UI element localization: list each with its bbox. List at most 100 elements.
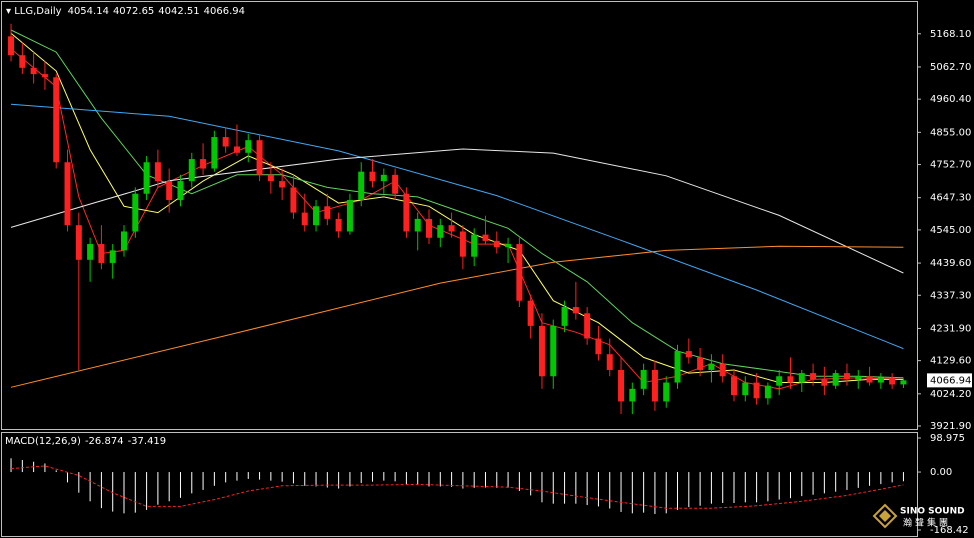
- candle-body: [482, 234, 489, 241]
- candle-body: [313, 206, 320, 226]
- candle-body: [640, 369, 647, 389]
- candle-body: [900, 380, 907, 385]
- candle-body: [437, 225, 444, 238]
- candle-body: [200, 159, 207, 169]
- price-axes: 5168.10 5062.70 4960.40 4855.00 4752.70 4647.…: [917, 29, 972, 536]
- candle-body: [267, 174, 274, 182]
- candle-body: [448, 225, 455, 232]
- candle-body: [166, 181, 173, 200]
- candle-body: [832, 373, 839, 386]
- candle-body: [392, 174, 399, 194]
- candle-body: [358, 171, 365, 200]
- candle-body: [256, 140, 263, 175]
- candle-body: [132, 193, 139, 232]
- candle-body: [290, 187, 297, 213]
- candle-body: [121, 231, 127, 251]
- candle-body: [380, 174, 387, 182]
- y-tick-label: 3921.90: [930, 421, 971, 432]
- candle-body: [606, 354, 613, 370]
- candle-body: [866, 376, 873, 383]
- price-plot: [8, 23, 907, 415]
- header-close: 4066.94: [204, 6, 245, 17]
- candle-body: [629, 388, 636, 402]
- y-tick-label: 4439.60: [930, 258, 971, 269]
- candle-body: [403, 193, 410, 232]
- y-tick-label: 4129.60: [930, 356, 971, 367]
- price-panel-frame: [1, 1, 918, 430]
- y-tick-label: 4024.20: [930, 389, 971, 400]
- candle-body: [538, 325, 545, 377]
- header-open: 4054.14: [68, 6, 109, 17]
- candle-body: [561, 307, 568, 326]
- candle-body: [53, 77, 60, 163]
- candle-body: [651, 369, 658, 402]
- moving-average: [10, 148, 904, 274]
- logo-name: SINO SOUND: [900, 507, 965, 517]
- candle-body: [98, 244, 105, 263]
- candle-body: [753, 382, 760, 399]
- candle-body: [222, 137, 229, 147]
- candle-body: [41, 74, 48, 78]
- candle-body: [459, 231, 466, 257]
- candle-body: [493, 240, 500, 248]
- y-tick-label: 4337.30: [930, 290, 971, 301]
- candle-body: [821, 379, 828, 386]
- moving-average: [10, 103, 904, 350]
- candle-body: [843, 373, 850, 380]
- y-tick-label: -168.42: [930, 525, 969, 536]
- logo: SINO SOUND 瀚聲集團: [872, 503, 965, 529]
- candle-body: [516, 244, 523, 301]
- header-high: 4072.65: [113, 6, 154, 17]
- candle-body: [301, 212, 308, 226]
- y-tick-label: 0.00: [930, 467, 952, 478]
- last-price-label: 4066.94: [930, 375, 971, 386]
- candle-body: [855, 376, 862, 380]
- candle-body: [719, 363, 726, 377]
- macd-plot: [10, 458, 904, 515]
- candle-body: [776, 376, 783, 386]
- candle-body: [211, 137, 218, 169]
- candle-body: [731, 376, 737, 396]
- candle-body: [346, 199, 353, 232]
- candle-body: [471, 234, 478, 257]
- candle-body: [877, 377, 884, 383]
- candle-body: [75, 225, 82, 260]
- candle-body: [19, 55, 26, 68]
- y-tick-label: 98.975: [930, 433, 965, 444]
- candle-body: [618, 369, 625, 402]
- candle-body: [550, 325, 557, 377]
- symbol-header: ▾ LLG,Daily 4054.14 4072.65 4042.51 4066.94: [6, 6, 245, 17]
- header-low: 4042.51: [158, 6, 199, 17]
- candle-body: [414, 218, 421, 232]
- y-tick-label: 4231.90: [930, 323, 971, 334]
- candle-body: [685, 351, 692, 358]
- candle-body: [663, 382, 670, 402]
- y-tick-label: 5168.10: [930, 29, 971, 40]
- candle-body: [889, 377, 896, 385]
- candle-body: [30, 67, 37, 75]
- candle-body: [708, 363, 715, 370]
- candle-body: [8, 36, 15, 56]
- logo-icon: [872, 503, 898, 529]
- y-tick-label: 4545.00: [930, 225, 971, 236]
- candle-body: [245, 140, 252, 153]
- candle-body: [595, 338, 602, 355]
- candle-body: [177, 181, 184, 200]
- candle-body: [87, 244, 94, 260]
- candle-body: [324, 206, 331, 219]
- y-tick-label: 4752.70: [930, 160, 971, 171]
- y-tick-label: 4647.30: [930, 193, 971, 204]
- macd-title: MACD(12,26,9): [5, 436, 81, 447]
- candle-body: [233, 146, 240, 153]
- macd-panel-frame: [1, 432, 918, 537]
- candle-body: [143, 162, 150, 194]
- candle-body: [426, 218, 432, 238]
- candle-body: [64, 162, 71, 226]
- candle-body: [154, 162, 161, 182]
- moving-average: [10, 29, 904, 379]
- macd-header: MACD(12,26,9) -26.874 -37.419: [5, 436, 166, 447]
- y-tick-label: 4960.40: [930, 94, 971, 105]
- candle-body: [369, 171, 376, 182]
